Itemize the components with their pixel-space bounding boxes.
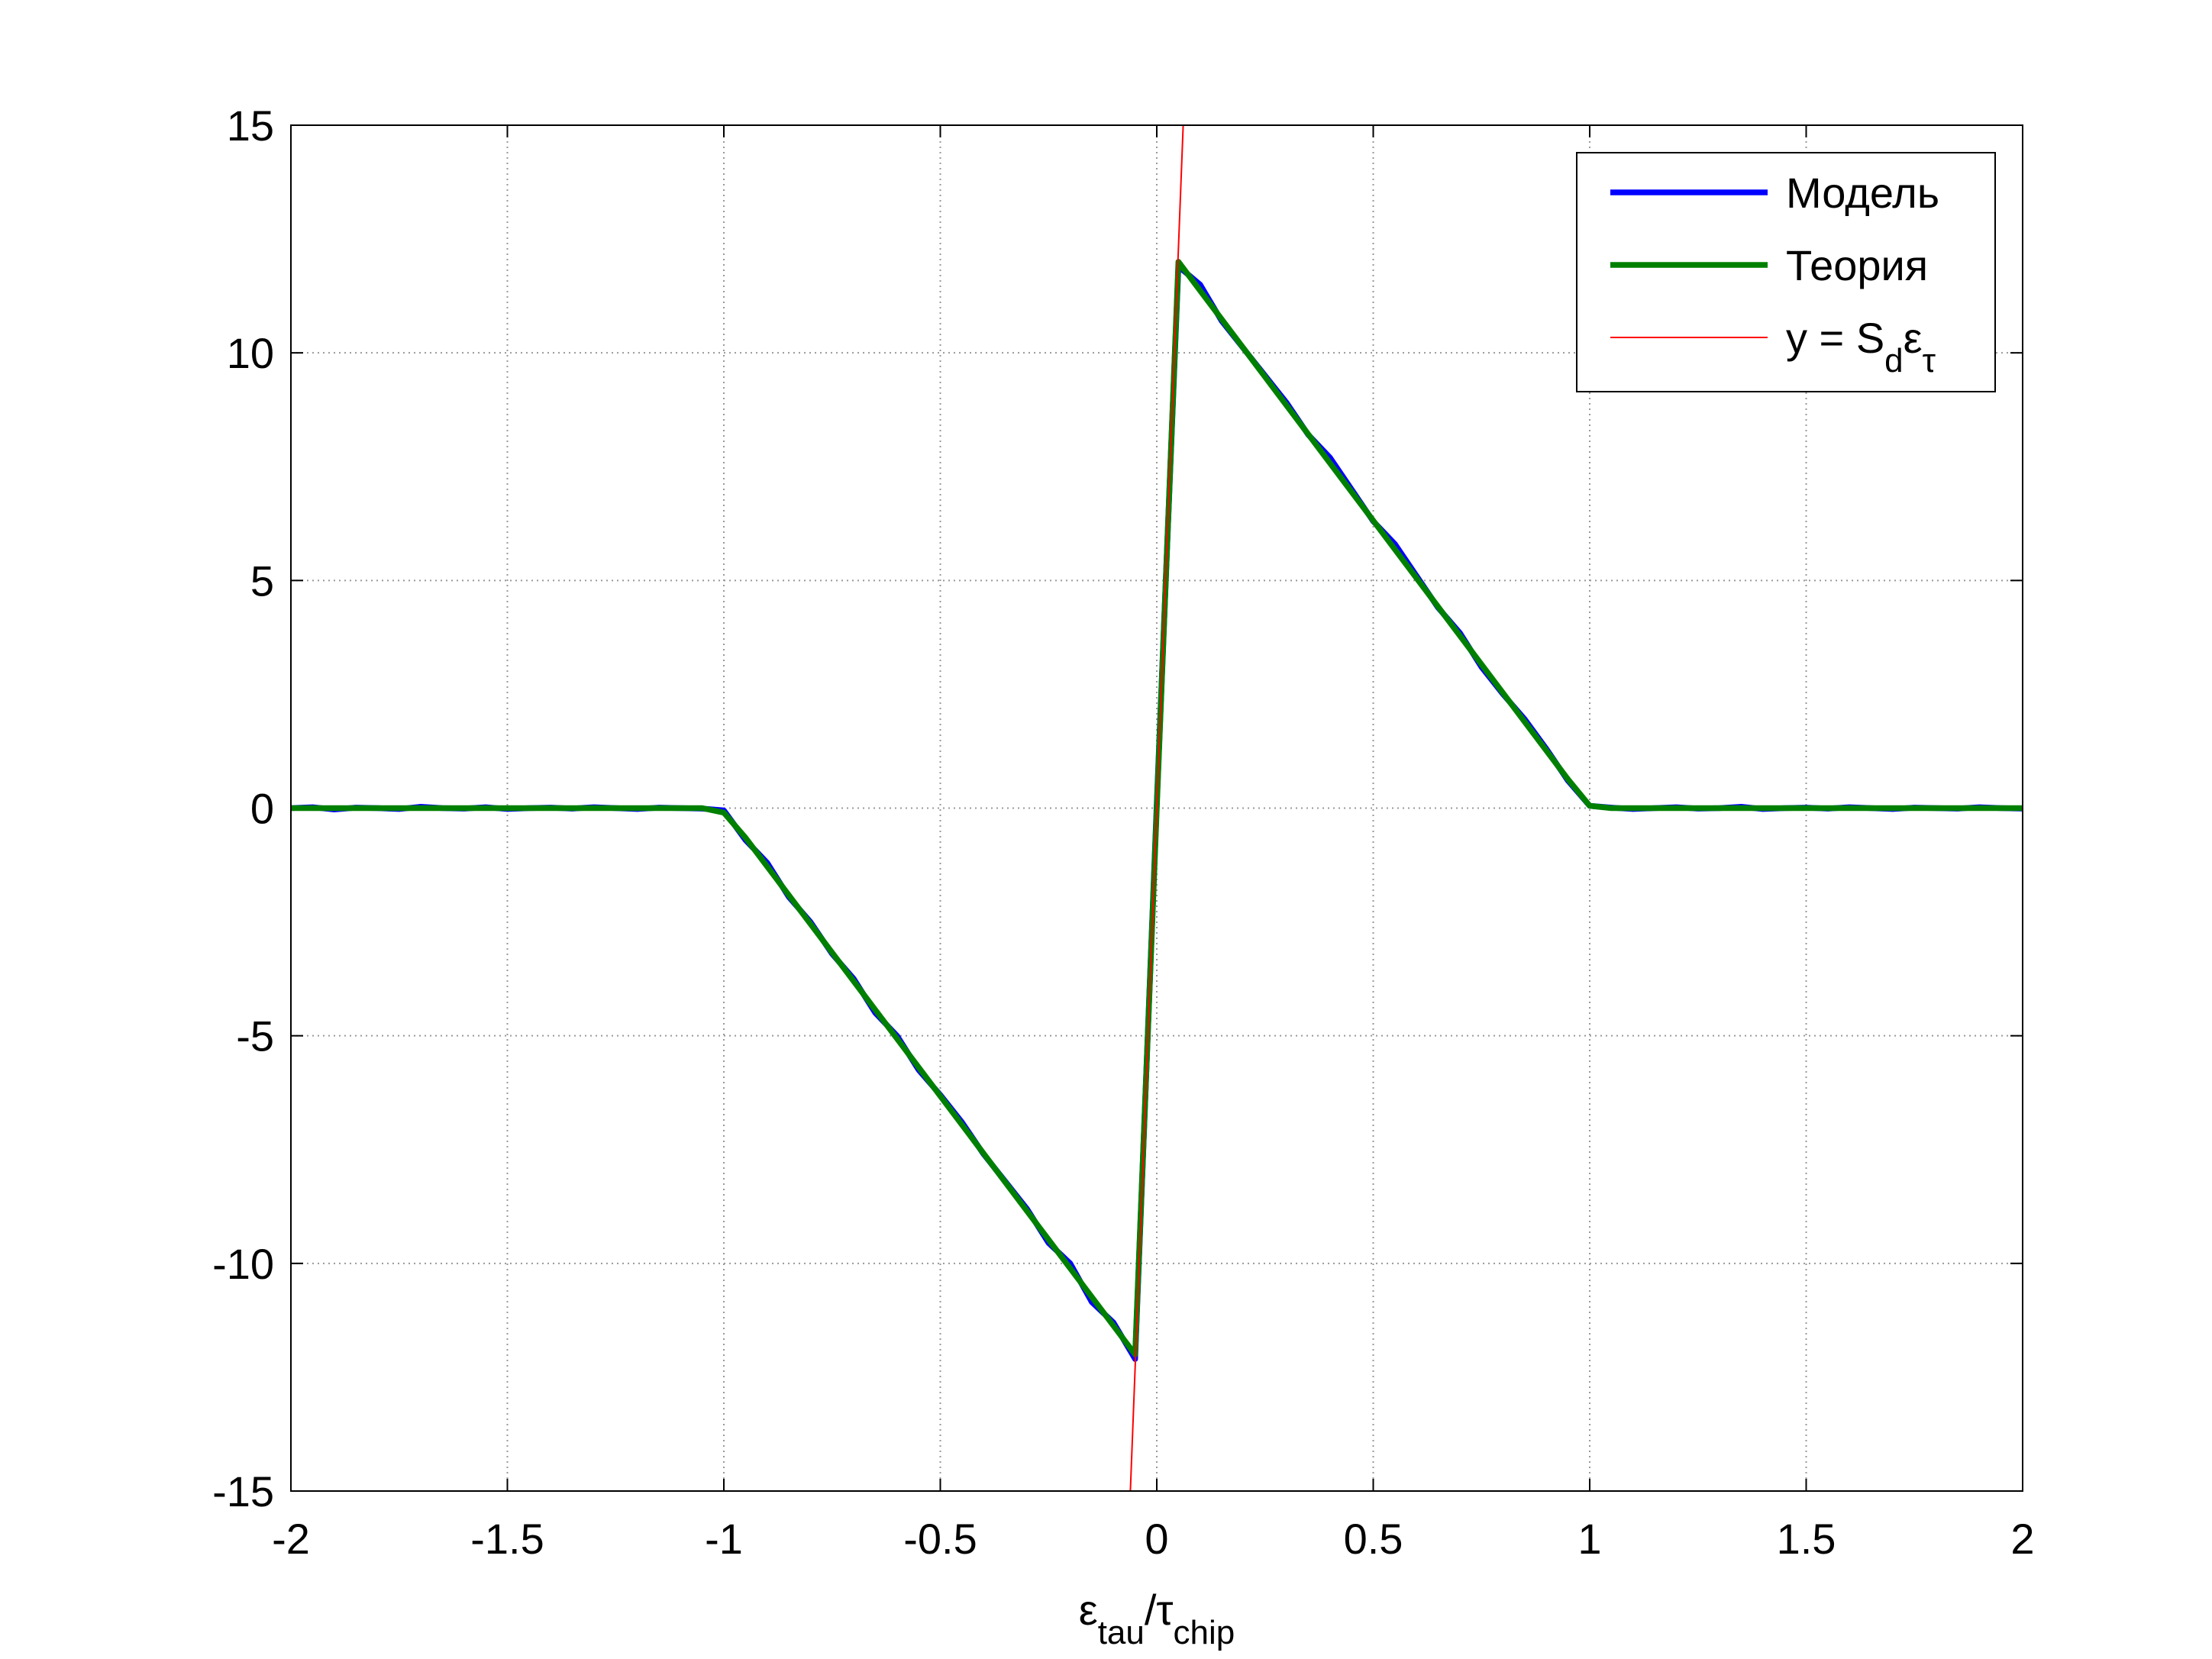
legend-label: Модель (1786, 169, 1939, 217)
y-tick-label: -15 (212, 1467, 274, 1515)
data-line (1129, 125, 1184, 1491)
x-axis-label-part: tau (1098, 1614, 1145, 1651)
legend-label: y = Sdετ (1786, 314, 1936, 379)
x-axis-label-part: /τ (1145, 1586, 1174, 1634)
y-tick-label: -5 (236, 1012, 274, 1060)
x-tick-label: 0 (1145, 1515, 1168, 1563)
x-axis-label: εtau/τchip (1079, 1586, 1235, 1651)
plot-frame (290, 124, 2023, 1492)
x-tick-label: -1 (705, 1515, 743, 1563)
y-tick-label: 10 (227, 329, 274, 377)
y-tick-label: -10 (212, 1240, 274, 1288)
y-tick-label: 15 (227, 102, 274, 150)
legend-label-part: τ (1923, 342, 1936, 379)
y-tick-label: 0 (250, 785, 274, 833)
legend-label-part: ε (1904, 314, 1923, 362)
x-axis-label-part: ε (1079, 1586, 1098, 1634)
x-tick-label: 2 (2010, 1515, 2034, 1563)
x-axis-label-part: chip (1174, 1614, 1235, 1651)
x-tick-label: 1 (1577, 1515, 1601, 1563)
x-tick-label: 0.5 (1344, 1515, 1403, 1563)
legend-label-part: d (1884, 342, 1903, 379)
legend-label: Теория (1786, 241, 1928, 289)
legend-label-part: y = S (1786, 314, 1884, 362)
x-tick-label: -2 (272, 1515, 310, 1563)
x-tick-label: -0.5 (903, 1515, 977, 1563)
x-tick-label: 1.5 (1777, 1515, 1836, 1563)
y-tick-label: 5 (250, 557, 274, 605)
x-tick-label: -1.5 (470, 1515, 544, 1563)
